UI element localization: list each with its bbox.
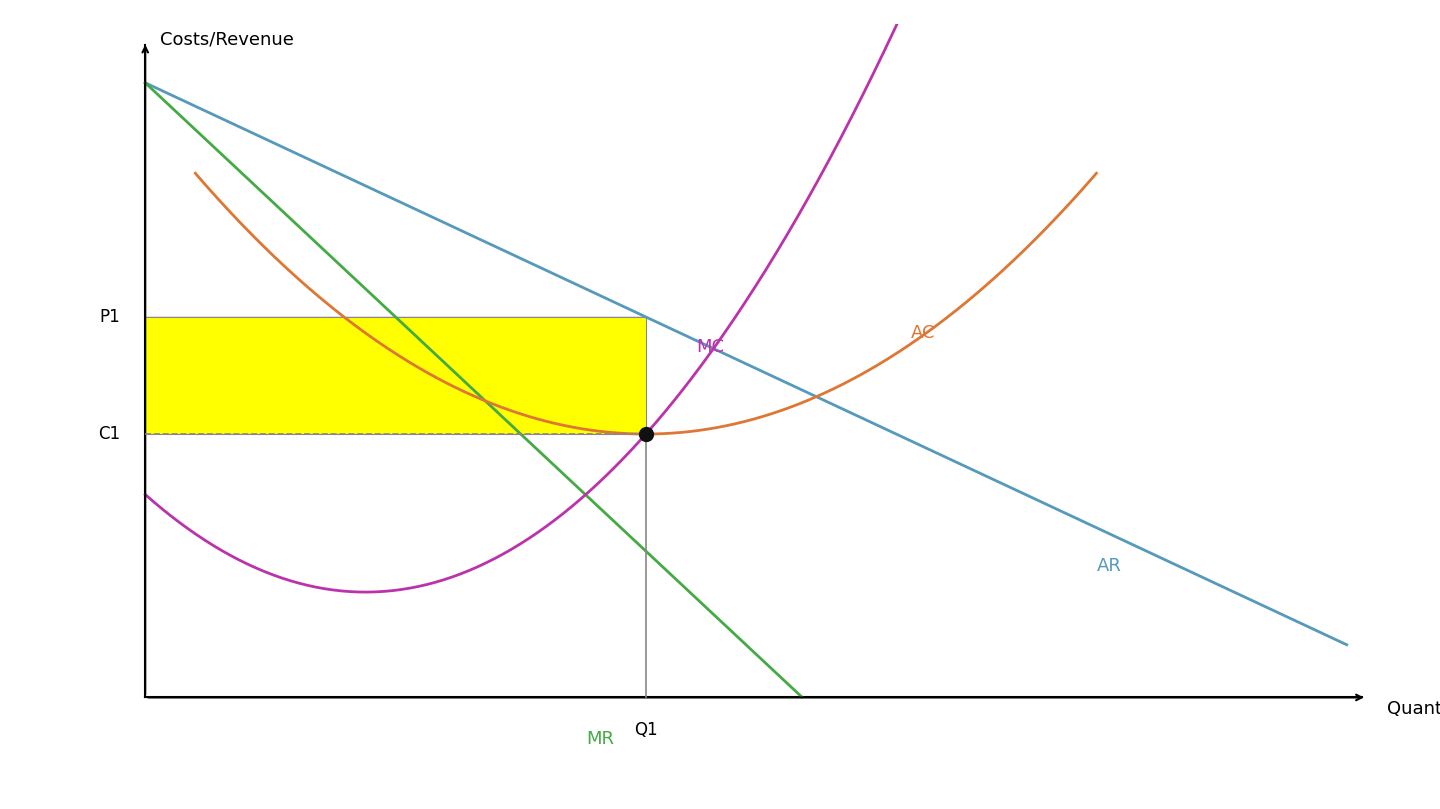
Text: Q1: Q1: [634, 721, 658, 739]
Text: MR: MR: [586, 730, 613, 748]
Text: C1: C1: [98, 425, 120, 443]
Text: Costs/Revenue: Costs/Revenue: [160, 30, 294, 48]
Bar: [145, 317, 647, 434]
Text: Quantity: Quantity: [1387, 701, 1440, 718]
Text: AR: AR: [1096, 557, 1122, 575]
Text: AC: AC: [912, 324, 936, 342]
Text: MC: MC: [696, 338, 724, 357]
Text: P1: P1: [99, 308, 120, 326]
